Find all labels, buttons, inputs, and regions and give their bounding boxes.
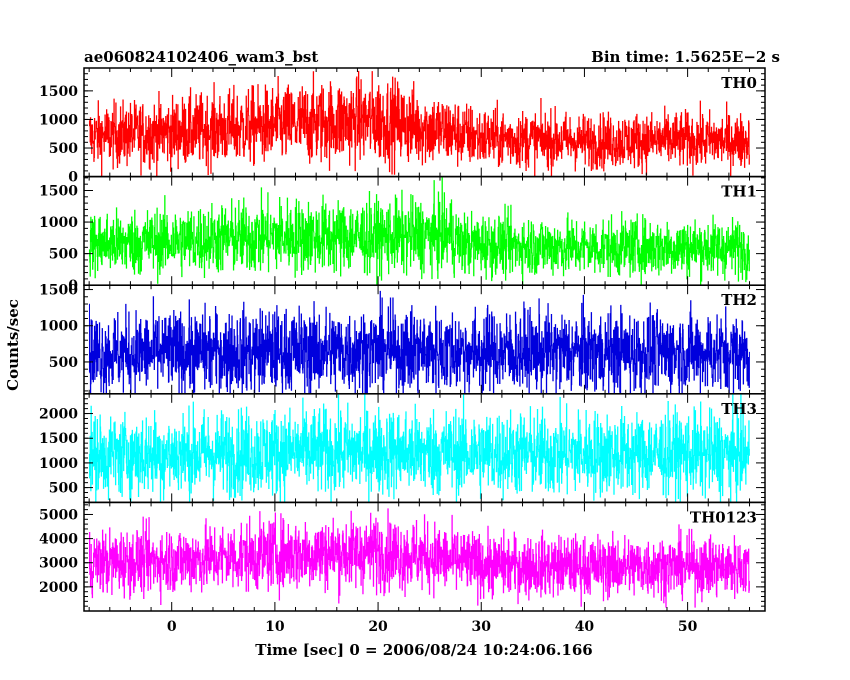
series-line-th0123 xyxy=(88,508,750,608)
series-line-th1 xyxy=(88,177,750,286)
panel-th3: 500 1000 1500 2000 TH3 xyxy=(39,393,766,504)
panel-label-th3: TH3 xyxy=(721,400,757,418)
panel-th1: 0 500 1000 1500 TH1 xyxy=(39,175,766,294)
panel-th2: 500 1000 1500 TH2 xyxy=(39,283,766,395)
panel-label-th0: TH0 xyxy=(721,74,757,92)
y-tick-label: 1000 xyxy=(39,456,78,472)
panel-label-th0123: TH0123 xyxy=(690,508,757,526)
y-tick-label: 1500 xyxy=(39,283,78,299)
y-axis-label: Counts/sec xyxy=(4,299,22,391)
y-tick-label: 3000 xyxy=(39,556,78,572)
y-tick-label: 2000 xyxy=(39,407,78,423)
chart-title-left: ae060824102406_wam3_bst xyxy=(84,48,318,66)
y-tick-label: 500 xyxy=(49,247,78,263)
y-tick-label: 0 xyxy=(68,170,78,186)
chart-title-right: Bin time: 1.5625E−2 s xyxy=(591,48,780,66)
x-tick-label: 0 xyxy=(167,619,177,635)
y-tick-label: 1500 xyxy=(39,84,78,100)
y-tick-label: 5000 xyxy=(39,507,78,523)
y-tick-label: 1000 xyxy=(39,215,78,231)
y-tick-label: 500 xyxy=(49,141,78,157)
x-axis-label: Time [sec] 0 = 2006/08/24 10:24:06.166 xyxy=(255,641,592,659)
panel-frame xyxy=(83,501,766,612)
x-tick-label: 30 xyxy=(472,619,492,635)
x-tick-label: 10 xyxy=(265,619,285,635)
y-tick-label: 1500 xyxy=(39,431,78,447)
panel-label-th2: TH2 xyxy=(721,291,757,309)
x-tick-label: 40 xyxy=(575,619,595,635)
y-tick-label: 2000 xyxy=(39,580,78,596)
x-tick-label: 50 xyxy=(678,619,698,635)
y-tick-label: 1000 xyxy=(39,319,78,335)
y-tick-label: 4000 xyxy=(39,532,78,548)
series-line-th0 xyxy=(88,70,750,177)
y-tick-label: 500 xyxy=(49,481,78,497)
series-line-th3 xyxy=(88,393,750,503)
y-tick-label: 1000 xyxy=(39,112,78,128)
y-tick-label: 500 xyxy=(49,355,78,371)
series-line-th2 xyxy=(88,290,750,394)
y-tick-label: 0 xyxy=(68,278,78,294)
panel-th0: 0 500 1000 1500 TH0 xyxy=(39,67,766,186)
panel-th0123: 2000 3000 4000 5000 TH0123 xyxy=(39,501,766,612)
y-tick-label: 1500 xyxy=(39,183,78,199)
x-tick-label: 20 xyxy=(368,619,388,635)
panel-label-th1: TH1 xyxy=(721,183,757,201)
